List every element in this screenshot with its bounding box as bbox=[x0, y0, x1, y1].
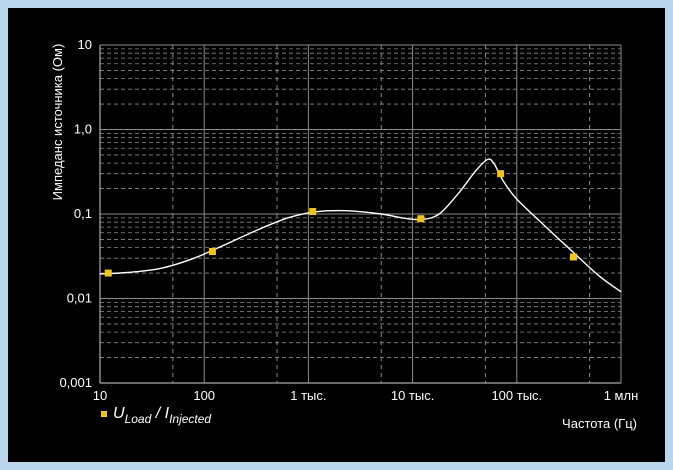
legend-u: U bbox=[113, 405, 125, 422]
legend-u-sub: Load bbox=[125, 412, 152, 426]
legend: ULoad / IInjected bbox=[101, 405, 211, 426]
legend-i-sub: Injected bbox=[169, 412, 211, 426]
data-point bbox=[309, 208, 317, 216]
y-axis-label: Импеданс источника (Ом) bbox=[50, 44, 65, 201]
axes bbox=[99, 44, 622, 384]
y-tick-label: 0,01 bbox=[67, 291, 92, 306]
legend-label: ULoad / IInjected bbox=[113, 405, 211, 426]
series-line bbox=[99, 158, 622, 293]
x-tick-label: 1 тыс. bbox=[290, 388, 326, 403]
data-point bbox=[208, 247, 216, 255]
curves bbox=[99, 158, 622, 293]
tick-labels: 10 100 1 тыс. 10 тыс. 100 тыс. 1 млн 10 1,0 0,1 0… bbox=[59, 37, 638, 403]
grid bbox=[99, 45, 621, 383]
data-point bbox=[104, 269, 112, 277]
y-tick-label: 0,1 bbox=[74, 206, 92, 221]
data-point bbox=[417, 215, 425, 223]
x-tick-label: 10 тыс. bbox=[391, 388, 434, 403]
x-tick-label: 1 млн bbox=[604, 388, 639, 403]
y-tick-label: 10 bbox=[78, 37, 92, 52]
markers bbox=[104, 170, 577, 277]
legend-i: I bbox=[165, 405, 170, 422]
x-tick-label: 100 тыс. bbox=[491, 388, 542, 403]
data-point bbox=[497, 170, 505, 178]
y-tick-label: 1,0 bbox=[74, 122, 92, 137]
x-tick-label: 100 bbox=[193, 388, 215, 403]
legend-sep: / bbox=[151, 405, 164, 422]
y-tick-label: 0,001 bbox=[59, 375, 92, 390]
x-tick-label: 10 bbox=[93, 388, 107, 403]
x-axis-label: Частота (Гц) bbox=[562, 416, 637, 431]
legend-marker bbox=[101, 411, 107, 417]
data-point bbox=[569, 253, 577, 261]
